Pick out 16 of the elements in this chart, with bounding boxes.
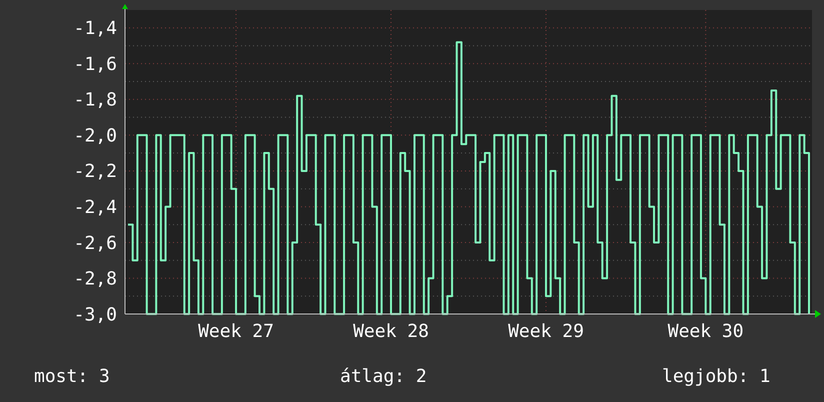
text: átlag: 2	[340, 366, 427, 387]
y-tick-label: -1,6	[74, 54, 117, 75]
y-tick-label: -1,8	[74, 90, 117, 111]
y-tick-label: -3,0	[74, 304, 117, 326]
y-tick-label: -2,0	[74, 125, 117, 146]
y-tick-label: -2,8	[74, 268, 117, 290]
y-tick-label: -2,2	[74, 161, 117, 182]
y-tick-label: -2,6	[74, 232, 117, 254]
x-tick-label: Week 27	[198, 321, 274, 342]
x-tick-label: Week 28	[353, 321, 429, 342]
y-tick-label: -1,4	[74, 18, 117, 40]
x-tick-label: Week 30	[668, 321, 744, 342]
text: most: 3	[34, 366, 110, 387]
y-tick-label: -2,4	[74, 197, 117, 218]
x-tick-label: Week 29	[508, 321, 584, 342]
text: legjobb: 1	[662, 366, 770, 387]
